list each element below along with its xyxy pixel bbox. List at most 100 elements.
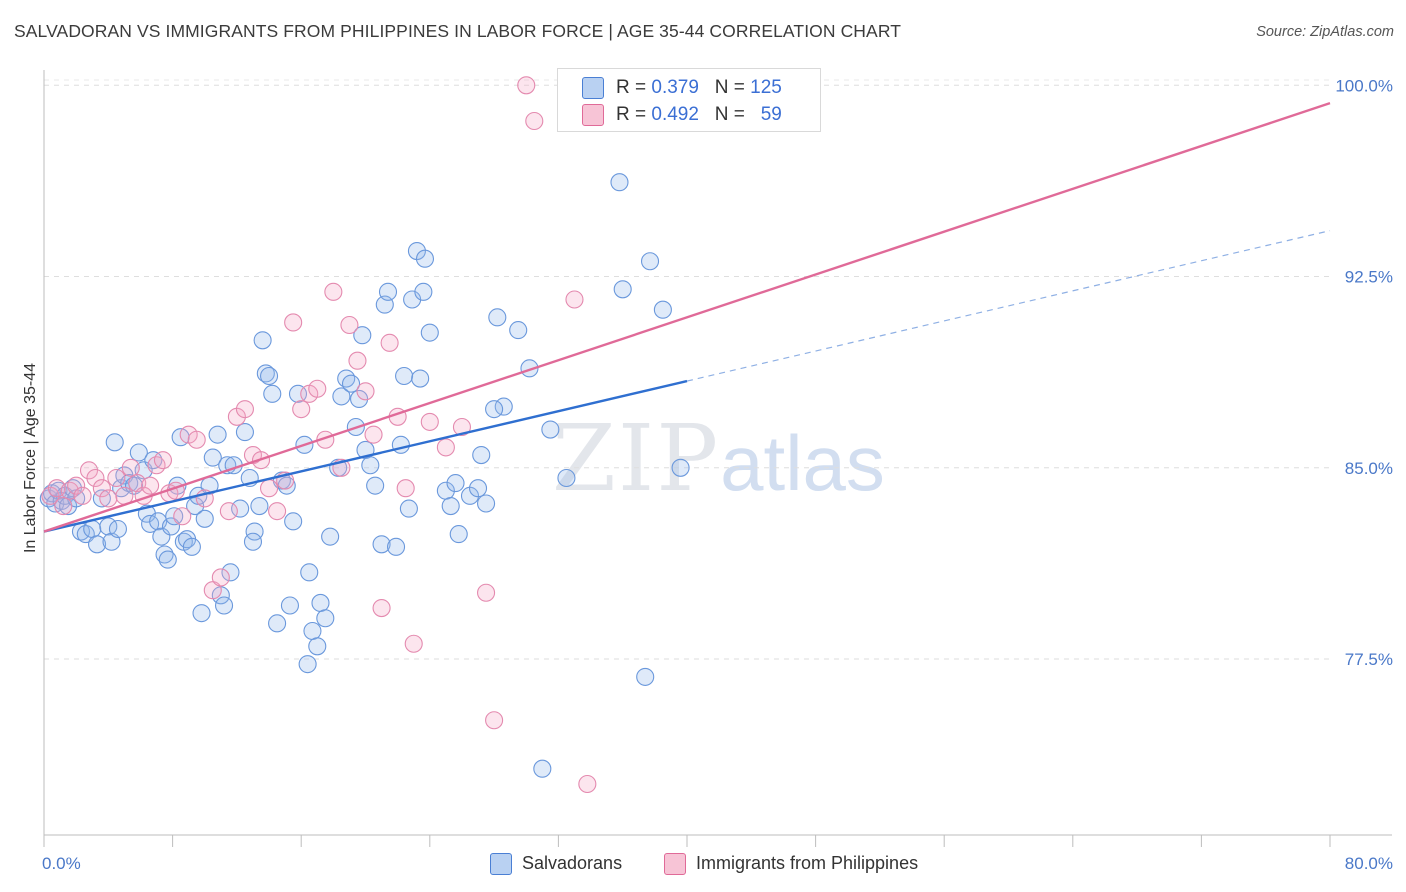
data-point — [231, 499, 250, 518]
data-point — [395, 366, 414, 386]
data-point — [63, 479, 82, 498]
data-point — [316, 609, 335, 628]
tick-labels: 77.5% 85.0% 92.5% 100.0% 0.0% 80.0% — [42, 76, 1393, 873]
data-point — [280, 596, 299, 615]
data-point — [105, 433, 124, 452]
stats-text: R = 0.379 N = 125 — [616, 77, 782, 99]
data-point — [372, 598, 391, 618]
data-point — [243, 532, 263, 551]
data-point — [378, 282, 398, 301]
data-point — [396, 479, 415, 498]
data-point — [372, 535, 391, 554]
data-point — [420, 412, 439, 431]
data-point — [268, 614, 287, 633]
data-point — [144, 451, 163, 470]
y-tick-label: 100.0% — [1335, 76, 1393, 95]
data-point — [468, 479, 488, 498]
legend-label: Salvadorans — [522, 853, 623, 873]
data-point — [380, 333, 399, 352]
data-point — [324, 282, 343, 301]
data-point — [253, 331, 272, 350]
data-point — [449, 525, 468, 544]
data-point — [361, 456, 380, 475]
data-point — [73, 486, 92, 505]
chart-title: SALVADORAN VS IMMIGRANTS FROM PHILIPPINE… — [14, 21, 902, 41]
data-point — [187, 430, 206, 449]
data-point — [337, 369, 356, 388]
data-point — [321, 527, 340, 546]
n-label: N = — [714, 104, 745, 125]
data-point — [525, 111, 544, 131]
data-point — [477, 583, 496, 602]
chart-source: Source: ZipAtlas.com — [1256, 24, 1394, 40]
y-tick-label: 92.5% — [1345, 268, 1393, 287]
data-point — [640, 252, 660, 271]
data-point — [219, 502, 238, 521]
n-value: 125 — [750, 77, 782, 98]
data-point — [472, 445, 491, 465]
series-philippines — [41, 76, 597, 794]
data-point — [92, 489, 111, 508]
data-point — [415, 249, 435, 268]
data-point — [565, 290, 584, 309]
data-point — [332, 387, 351, 406]
data-point — [221, 563, 240, 582]
data-point — [292, 400, 311, 419]
data-point — [517, 76, 536, 95]
data-point — [259, 366, 279, 386]
data-point — [203, 581, 222, 600]
y-axis-label: In Labor Force | Age 35-44 — [22, 363, 39, 553]
data-point — [541, 420, 560, 439]
data-point — [67, 476, 86, 495]
data-point — [92, 479, 111, 498]
legend-swatch-pink — [664, 853, 686, 875]
data-point — [108, 519, 127, 539]
data-point — [107, 468, 126, 488]
data-point — [141, 476, 160, 495]
data-point — [182, 537, 201, 556]
data-point — [79, 461, 99, 480]
data-point — [83, 519, 102, 539]
data-point — [161, 517, 181, 536]
data-point — [436, 438, 455, 457]
trend-lines — [43, 102, 1331, 533]
data-point — [520, 359, 539, 378]
data-point — [86, 468, 105, 488]
data-point — [87, 535, 107, 554]
series-legend: Salvadorans Immigrants from Philippines — [0, 852, 1406, 878]
r-label: R = — [616, 77, 647, 98]
data-point — [308, 379, 327, 398]
data-point — [211, 568, 230, 587]
data-point — [353, 326, 372, 345]
data-point — [129, 443, 148, 462]
data-point — [653, 300, 672, 319]
data-point — [153, 451, 173, 470]
data-point — [477, 494, 496, 513]
series-salvadorans — [39, 173, 690, 778]
data-point — [259, 479, 279, 498]
stats-text: R = 0.492 N = 59 — [616, 104, 782, 126]
data-point — [256, 364, 275, 383]
data-point — [208, 425, 227, 444]
data-point — [121, 458, 140, 477]
legend-swatch-blue — [490, 853, 512, 875]
data-point — [613, 280, 632, 299]
stats-legend: R = 0.379 N = 125 R = 0.492 N = 59 — [557, 68, 821, 132]
trend-line-philippines — [43, 102, 1331, 533]
axes — [43, 70, 1392, 847]
watermark-zip: ZIP — [552, 405, 721, 512]
data-point — [557, 468, 576, 488]
data-point — [485, 711, 504, 730]
data-point — [303, 621, 322, 641]
data-point — [340, 315, 359, 335]
data-point — [446, 474, 465, 493]
data-point — [263, 384, 282, 403]
data-point — [298, 655, 317, 674]
data-point — [203, 448, 222, 467]
trend-line-salvadorans — [43, 379, 688, 533]
data-point — [214, 596, 234, 615]
data-point — [155, 545, 174, 564]
data-point — [250, 496, 269, 516]
data-point — [364, 425, 383, 444]
data-point — [54, 496, 73, 516]
